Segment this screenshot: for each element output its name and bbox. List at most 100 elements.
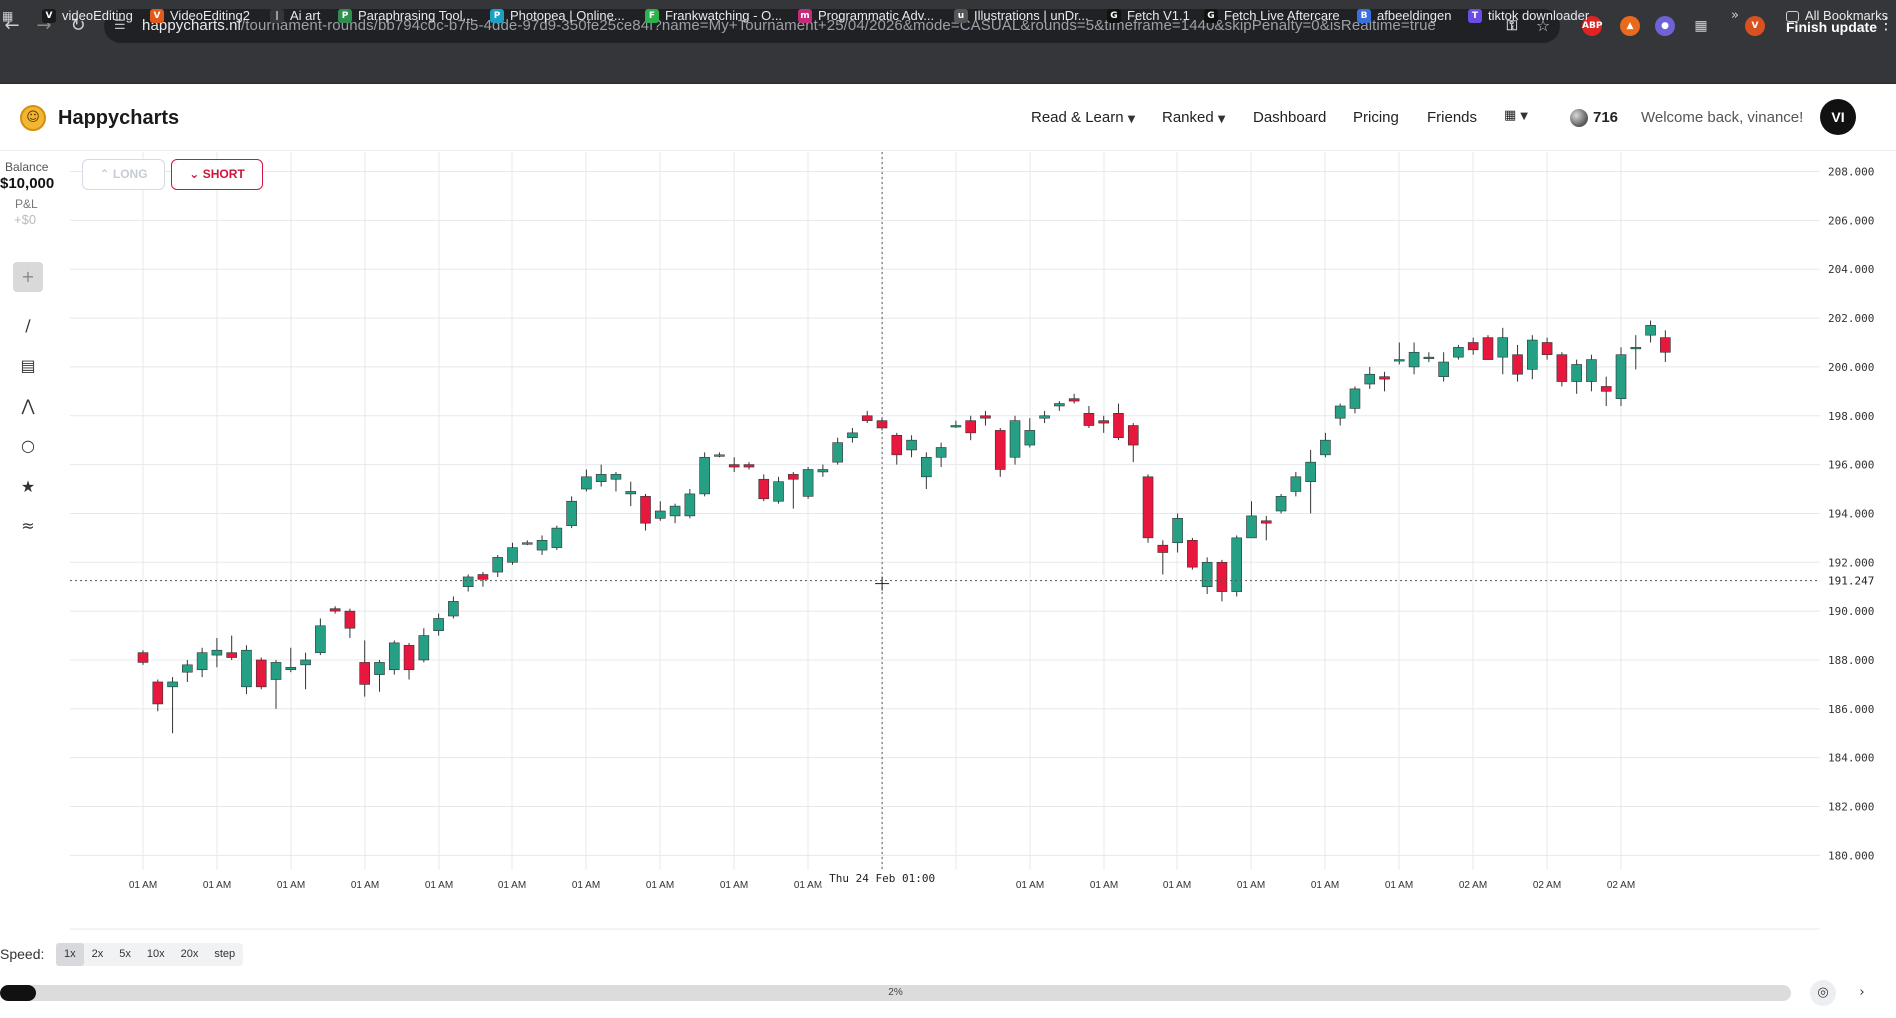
bookmark-item[interactable]: G Fetch Live Aftercare bbox=[1204, 6, 1340, 26]
candle-up bbox=[654, 510, 666, 519]
y-tick-label: 208.000 bbox=[1828, 166, 1874, 179]
nav-read-learn[interactable]: Read & Learn ▼ bbox=[1031, 109, 1135, 126]
bookmark-item[interactable]: G Fetch V1.1 bbox=[1107, 6, 1190, 26]
bookmark-item[interactable]: u Illustrations | unDr... bbox=[954, 6, 1089, 26]
y-tick-label: 186.000 bbox=[1828, 703, 1874, 716]
bookmark-label: Fetch V1.1 bbox=[1127, 8, 1190, 23]
candle-up bbox=[182, 664, 193, 673]
extensions-puzzle-icon[interactable]: ▦ bbox=[1694, 18, 1708, 34]
bookmark-favicon-icon: V bbox=[42, 9, 56, 23]
candle-up bbox=[1630, 347, 1642, 350]
candle-up bbox=[714, 454, 725, 457]
trend-line-icon[interactable]: ∕ bbox=[25, 316, 31, 335]
crosshair-icon[interactable]: + bbox=[13, 262, 43, 292]
candle-down bbox=[980, 415, 991, 419]
replay-progress[interactable]: 2% bbox=[0, 985, 1791, 1001]
adblock-extension-icon[interactable]: ABP bbox=[1582, 16, 1602, 36]
url-text[interactable]: happycharts.nl/tournament-rounds/bb794c0… bbox=[142, 17, 1436, 34]
speed-option[interactable]: 1x bbox=[56, 943, 84, 966]
y-tick-label: 202.000 bbox=[1828, 312, 1874, 325]
profile-icon[interactable]: V bbox=[1745, 16, 1765, 36]
path-icon[interactable]: ⋀ bbox=[21, 396, 35, 415]
more-bookmarks-icon[interactable]: » bbox=[1731, 8, 1739, 23]
bookmark-item[interactable]: m Programmatic Adv... bbox=[798, 6, 934, 26]
candle-down bbox=[1157, 544, 1169, 553]
all-bookmarks-button[interactable]: All Bookmarks bbox=[1786, 6, 1888, 26]
star-icon[interactable]: ★ bbox=[20, 477, 36, 496]
avatar[interactable]: VI bbox=[1820, 99, 1856, 135]
speed-option[interactable]: 20x bbox=[180, 948, 199, 960]
bookmark-item[interactable]: V VideoEditing2 bbox=[150, 6, 250, 26]
brand-name[interactable]: Happycharts bbox=[58, 107, 180, 129]
bookmark-favicon-icon: P bbox=[338, 9, 352, 23]
candle-down bbox=[1660, 337, 1671, 353]
candle-down bbox=[403, 645, 415, 671]
candle-down bbox=[1467, 342, 1479, 351]
x-tick-label: 01 AM bbox=[646, 880, 674, 891]
reload-icon[interactable]: ↻ bbox=[70, 15, 86, 36]
finish-update-button[interactable]: Finish update bbox=[1786, 19, 1877, 35]
candle-up bbox=[699, 456, 710, 495]
speed-option[interactable]: 2x bbox=[91, 948, 104, 960]
happy-face-logo-icon[interactable]: ☺ bbox=[20, 105, 46, 131]
candle-up bbox=[581, 476, 592, 490]
candle-up bbox=[1305, 461, 1316, 482]
candle-down bbox=[359, 662, 371, 685]
ruler-icon[interactable]: ▤ bbox=[20, 356, 36, 375]
candle-up bbox=[1497, 337, 1509, 358]
fox-extension-icon[interactable]: ▲ bbox=[1620, 16, 1640, 36]
target-icon[interactable]: ◎ bbox=[1810, 980, 1836, 1006]
chevron-up-icon: ⌃ bbox=[99, 167, 110, 181]
candle-up bbox=[285, 666, 297, 671]
candle-up bbox=[300, 659, 311, 666]
candle-down bbox=[1127, 425, 1139, 446]
candle-down bbox=[728, 464, 740, 468]
back-icon[interactable]: ← bbox=[4, 15, 20, 36]
candle-down bbox=[344, 610, 356, 629]
nav-friends[interactable]: Friends bbox=[1427, 109, 1478, 126]
purple-extension-icon[interactable]: ● bbox=[1655, 16, 1675, 36]
bookmark-item[interactable]: F Frankwatching - O... bbox=[645, 6, 782, 26]
site-settings-icon[interactable]: ☰ bbox=[114, 18, 126, 33]
long-button[interactable]: ⌃ LONG bbox=[82, 159, 165, 190]
candle-up bbox=[802, 469, 814, 497]
candle-down bbox=[1083, 413, 1095, 426]
candle-up bbox=[950, 425, 962, 428]
nav-ranked[interactable]: Ranked ▼ bbox=[1162, 109, 1225, 126]
candle-down bbox=[1187, 540, 1198, 568]
y-tick-label: 198.000 bbox=[1828, 410, 1874, 423]
kebab-menu-icon[interactable]: ⋮ bbox=[1878, 14, 1894, 33]
apps-grid-icon[interactable]: ▦ bbox=[2, 9, 14, 23]
speed-option[interactable]: step bbox=[214, 948, 236, 960]
bookmark-favicon-icon: | bbox=[270, 9, 284, 23]
circle-icon[interactable]: ○ bbox=[21, 436, 35, 455]
nav-ranked-label: Ranked bbox=[1162, 109, 1214, 126]
nav-dashboard[interactable]: Dashboard bbox=[1253, 109, 1327, 126]
bookmark-item[interactable]: | Ai art bbox=[270, 6, 320, 26]
bookmark-item[interactable]: P Photopea | Online... bbox=[490, 6, 625, 26]
speed-option[interactable]: 10x bbox=[146, 948, 165, 960]
balance-value: $10,000 bbox=[0, 175, 55, 192]
short-button[interactable]: ⌄ SHORT bbox=[171, 159, 263, 190]
password-key-icon[interactable]: ⚿ bbox=[1506, 18, 1518, 34]
bookmark-label: Fetch Live Aftercare bbox=[1224, 8, 1340, 23]
pnl-value: +$0 bbox=[14, 212, 37, 227]
nav-pricing[interactable]: Pricing bbox=[1353, 109, 1399, 126]
candle-up bbox=[211, 649, 223, 656]
chevron-right-icon[interactable]: › bbox=[1859, 985, 1865, 1000]
speed-option[interactable]: 5x bbox=[119, 948, 131, 960]
candle-up bbox=[610, 474, 622, 480]
bookmark-favicon-icon: P bbox=[490, 9, 504, 23]
welcome-message: Welcome back, vinance! bbox=[1641, 109, 1804, 126]
bookmark-star-icon[interactable]: ☆ bbox=[1535, 16, 1551, 35]
candle-up bbox=[551, 527, 563, 548]
candle-down bbox=[1142, 476, 1154, 539]
apps-menu[interactable]: ▦ ▼ bbox=[1504, 108, 1528, 123]
lines-icon[interactable]: ≈ bbox=[21, 516, 35, 535]
candle-up bbox=[773, 481, 784, 502]
bookmark-item[interactable]: P Paraphrasing Tool... bbox=[338, 6, 473, 26]
